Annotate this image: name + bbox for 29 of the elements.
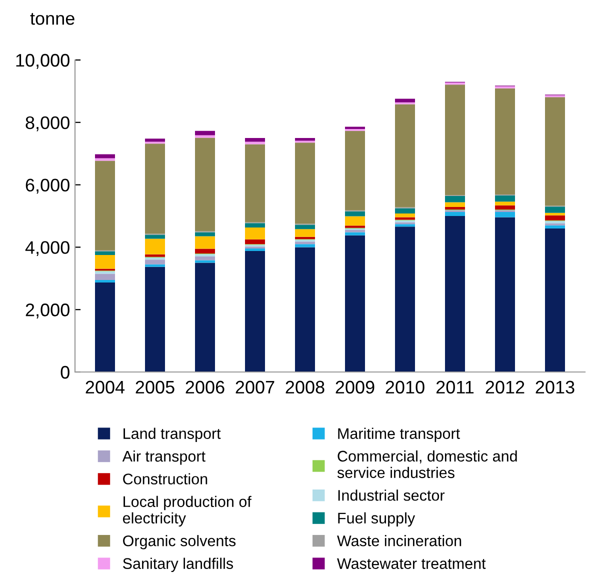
x-tick-label: 2009	[336, 380, 374, 394]
x-tick-label: 2004	[86, 380, 125, 394]
y-tick-label: 4,000	[25, 241, 70, 256]
y-tick-label: 2,000	[26, 304, 70, 318]
y-tick-label: 10,000	[16, 54, 70, 69]
legend-label: Fuel supply	[338, 512, 416, 527]
legend-label: Commercial, domestic and service industries	[337, 450, 517, 478]
legend-label: Sanitary landfills	[123, 558, 234, 572]
y-tick-label: 8,000	[26, 116, 70, 132]
x-tick-label: 2013	[536, 380, 574, 394]
legend-label: Maritime transport	[338, 428, 460, 442]
y-tick-label: 0	[60, 366, 70, 379]
x-tick-label: 2010	[386, 380, 424, 394]
legend-label: Land transport	[124, 428, 221, 442]
y-axis-title: tonne	[30, 12, 74, 25]
legend-label: Air transport	[122, 450, 206, 465]
x-tick-label: 2005	[136, 380, 174, 394]
x-tick-label: 2012	[486, 380, 524, 394]
legend-label: Industrial sector	[338, 490, 445, 501]
x-tick-label: 2011	[436, 380, 474, 394]
x-tick-label: 2008	[286, 380, 324, 394]
legend-label: Construction	[123, 473, 208, 484]
legend-label: Local production of electricity	[122, 496, 252, 527]
legend-label: Wastewater treatment	[337, 558, 486, 569]
legend-label: Waste incineration	[337, 535, 462, 546]
legend-label: Organic solvents	[123, 535, 236, 550]
x-tick-label: 2006	[186, 380, 224, 394]
x-tick-label: 2007	[236, 380, 274, 394]
y-tick-label: 6,000	[26, 178, 70, 194]
